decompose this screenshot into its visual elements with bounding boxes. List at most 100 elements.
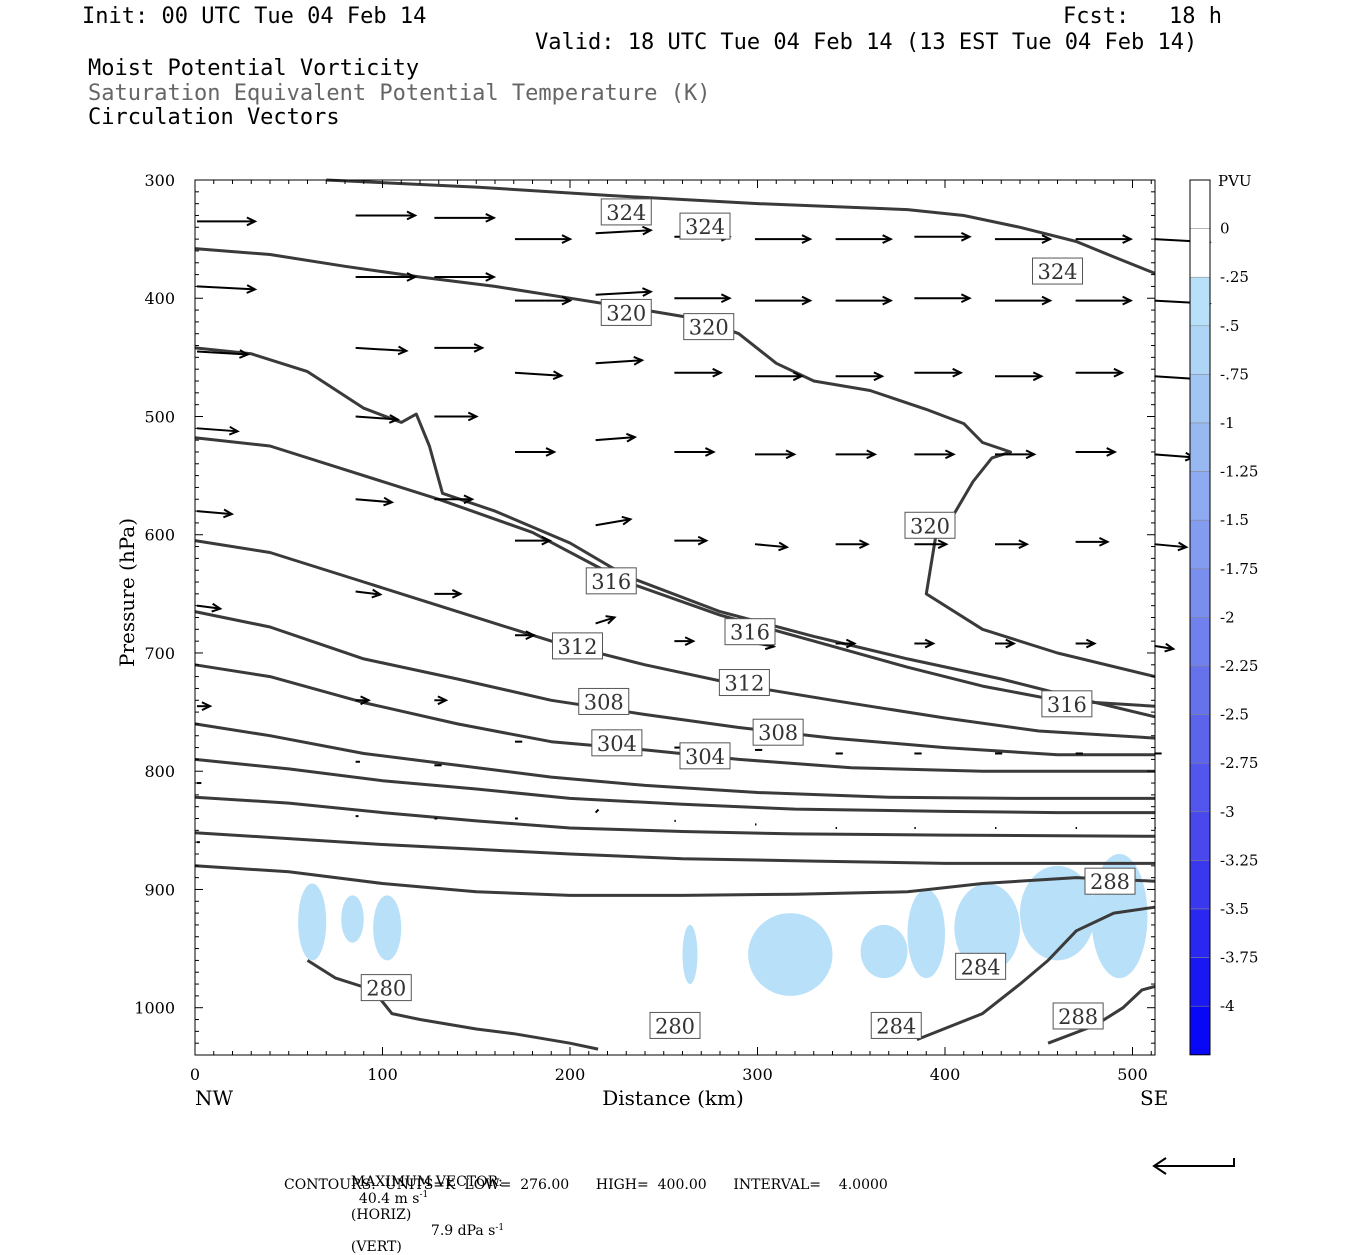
vector-head [952,367,964,378]
circulation-vector [434,589,463,599]
pv-region [1020,865,1095,961]
contour-label-box [955,952,1007,980]
y-axis-label: Pressure (hPa) [115,518,139,667]
vector-shaft [196,350,248,356]
vector-shaft [196,285,256,291]
circulation-vector [914,367,964,378]
vector-head [801,295,813,306]
colorbar-level-label: -1.5 [1220,511,1249,529]
contour-label: 324 [1032,257,1083,285]
circulation-vector [995,234,1053,244]
axis-layer: 300 400 500 600 700 800 900 1000 0 100 200 300 400 50… [115,171,1168,1110]
colorbar-swatch [1189,179,1211,229]
circulation-vector [595,225,654,236]
vector-head [201,701,213,711]
colorbar-swatch [1189,325,1211,375]
vector-head [712,367,724,378]
vector-shaft [196,427,238,433]
contour-label-box [600,198,652,226]
max-vector-label: MAXIMUM VECTOR: [350,1174,503,1190]
circulation-vector [755,295,813,306]
circulation-vector [995,539,1030,550]
contour-label-box [360,974,412,1002]
colorbar-level-label: -.25 [1220,268,1249,286]
contour-info: CONTOURS: UNITS=K LOW= 276.00 HIGH= 400.… [284,1177,888,1193]
circulation-vector [434,411,479,422]
contour-label-box [1041,690,1093,718]
contour-label-box [683,313,735,341]
circulation-vector [674,636,696,646]
contour-label: 312 [552,632,603,660]
pv-region [341,895,364,943]
x-axis-label: Distance (km) [602,1086,744,1110]
contour-label-box [718,669,770,697]
contour-label-text: 320 [689,316,729,340]
contour-label: 308 [578,687,630,715]
circulation-vector [755,234,813,244]
pv-region [907,889,945,979]
colorbar-level-label: -2.25 [1220,657,1258,675]
vector-head [621,515,633,526]
y-tick-label: 300 [144,171,175,190]
circulation-vector [515,535,553,546]
max-vector-horiz-tag: (HORIZ) [350,1206,412,1223]
vector-head [246,284,258,294]
vector-head [801,234,813,244]
contour-label-text: 288 [1090,870,1130,894]
contour-label: 304 [591,729,643,757]
circulation-vector [355,496,395,507]
contour-label-box [724,618,776,646]
theta-es-contour [916,905,1156,1041]
contour-label: 316 [724,618,776,646]
forecast-hour: Fcst: 18 h [1063,4,1222,29]
y-tick-label: 500 [144,407,175,426]
max-vector-horiz: 40.4 m s [358,1190,420,1207]
circulation-vector [196,349,251,359]
contour-label: 320 [904,511,956,539]
contour-label-text: 308 [758,721,798,745]
contour-label-text: 284 [876,1014,916,1038]
circulation-vector [515,447,557,457]
vector-head [858,539,870,550]
theta-es-contour [194,831,1155,865]
circulation-vector [595,615,617,625]
contour-label: 304 [679,742,731,770]
vector-head [633,355,645,366]
colorbar-level-label: -4 [1220,997,1235,1015]
contour-label: 284 [955,952,1007,980]
vector-head [642,225,654,236]
colorbar-swatch [1189,422,1211,472]
vector-head [406,272,418,282]
y-tick-label: 400 [144,289,175,308]
circulation-vector [515,295,573,306]
colorbar: PVU 0 -.25 -.5 -.75 -1 -1.25 -1.5 -1.75 -2 -2.25 -2… [1189,172,1258,1056]
circulation-vector [1154,451,1196,462]
vector-shaft [196,510,232,516]
contour-label-text: 280 [655,1014,695,1038]
circulation-vector [434,272,497,282]
vector-head [1032,371,1044,382]
vector-head [1005,638,1017,649]
theta-es-contour [194,436,1156,708]
x-tick-label: 100 [367,1065,398,1084]
max-vector-horiz-exp: -1 [419,1190,429,1200]
vector-head [1177,541,1189,552]
circulation-vector [434,695,449,706]
contour-label-box [904,511,956,539]
vector-head [882,234,894,244]
circulation-vector [514,370,564,381]
colorbar-level-label: -2.75 [1220,754,1258,772]
contour-label-box [578,687,630,715]
theta-es-contour [194,610,1155,757]
contour-label-box [1084,867,1136,895]
vector-shaft [595,359,643,365]
vector-head [360,695,371,706]
contour-label-text: 284 [961,955,1001,979]
theta-es-contour [194,864,1156,897]
vector-head [246,216,258,227]
pv-region [373,895,402,961]
x-tick-label: 400 [930,1065,961,1084]
vector-head [626,432,638,443]
vector-head [1122,295,1134,306]
vector-head [792,371,804,382]
